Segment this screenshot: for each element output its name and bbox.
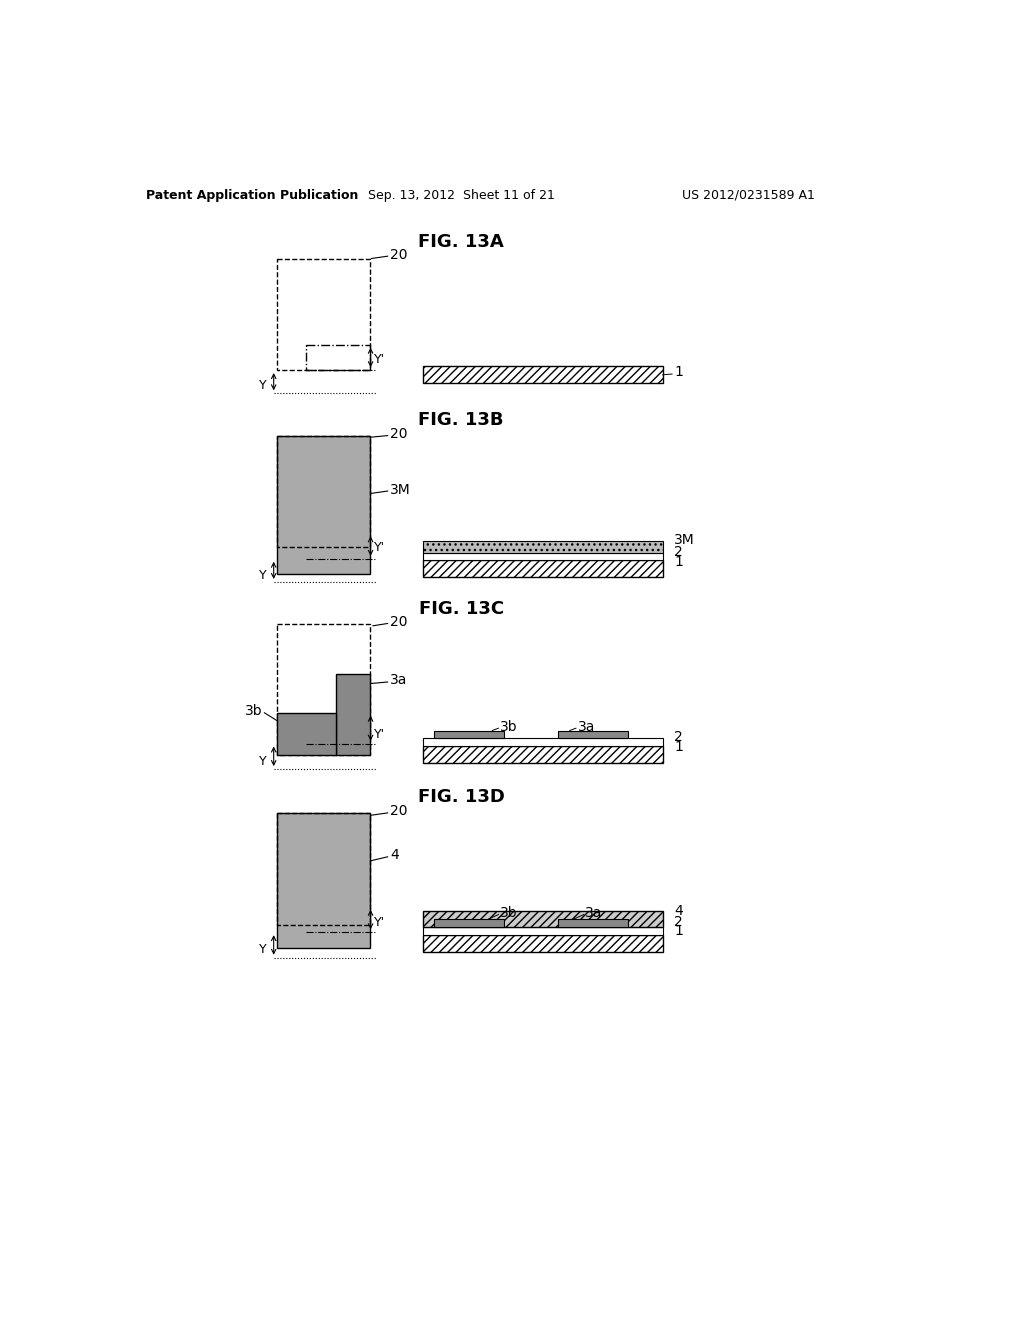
Text: Y': Y' xyxy=(375,352,386,366)
Text: 20: 20 xyxy=(390,428,408,441)
Bar xyxy=(434,919,504,927)
Bar xyxy=(423,935,663,952)
Bar xyxy=(276,259,370,370)
Text: 3b: 3b xyxy=(500,906,517,920)
Text: FIG. 13B: FIG. 13B xyxy=(419,412,504,429)
Text: 20: 20 xyxy=(390,804,408,818)
Text: Patent Application Publication: Patent Application Publication xyxy=(145,189,358,202)
Text: 20: 20 xyxy=(390,248,408,261)
Text: 2: 2 xyxy=(675,915,683,929)
Text: Y: Y xyxy=(259,569,266,582)
Text: 1: 1 xyxy=(675,554,683,569)
Text: 20: 20 xyxy=(390,615,408,628)
Text: 3b: 3b xyxy=(245,705,263,718)
Text: Sep. 13, 2012  Sheet 11 of 21: Sep. 13, 2012 Sheet 11 of 21 xyxy=(368,189,555,202)
Text: 3a: 3a xyxy=(390,673,408,688)
Text: 1: 1 xyxy=(675,366,683,379)
Text: FIG. 13C: FIG. 13C xyxy=(419,599,504,618)
Bar xyxy=(423,541,663,553)
Bar xyxy=(276,624,370,755)
Bar xyxy=(423,738,663,746)
Bar xyxy=(558,919,628,927)
Text: 3a: 3a xyxy=(578,719,595,734)
Text: FIG. 13A: FIG. 13A xyxy=(419,232,504,251)
Text: Y: Y xyxy=(259,755,266,768)
Text: Y: Y xyxy=(259,944,266,957)
Text: 3a: 3a xyxy=(586,906,603,920)
Bar xyxy=(276,436,370,574)
Bar xyxy=(336,675,370,755)
Bar xyxy=(423,367,663,383)
Bar xyxy=(423,553,663,561)
Text: 1: 1 xyxy=(675,924,683,939)
Text: US 2012/0231589 A1: US 2012/0231589 A1 xyxy=(682,189,814,202)
Bar xyxy=(423,746,663,763)
Text: 1: 1 xyxy=(675,739,683,754)
Bar xyxy=(423,911,663,927)
Text: 2: 2 xyxy=(675,730,683,744)
Bar xyxy=(276,713,336,755)
Bar xyxy=(434,730,504,738)
Text: 3b: 3b xyxy=(500,719,517,734)
Text: 3M: 3M xyxy=(675,533,695,548)
Text: 4: 4 xyxy=(675,904,683,919)
Bar xyxy=(276,813,370,948)
Bar xyxy=(423,927,663,935)
Bar xyxy=(558,730,628,738)
Text: Y': Y' xyxy=(375,541,386,554)
Text: 2: 2 xyxy=(675,545,683,558)
Text: FIG. 13D: FIG. 13D xyxy=(418,788,505,807)
Bar xyxy=(276,813,370,924)
Text: 4: 4 xyxy=(390,849,398,862)
Text: Y': Y' xyxy=(375,727,386,741)
Bar xyxy=(423,560,663,577)
Text: Y': Y' xyxy=(375,916,386,929)
Text: 3M: 3M xyxy=(390,483,411,496)
Bar xyxy=(276,436,370,548)
Bar xyxy=(306,345,370,370)
Text: Y: Y xyxy=(259,379,266,392)
